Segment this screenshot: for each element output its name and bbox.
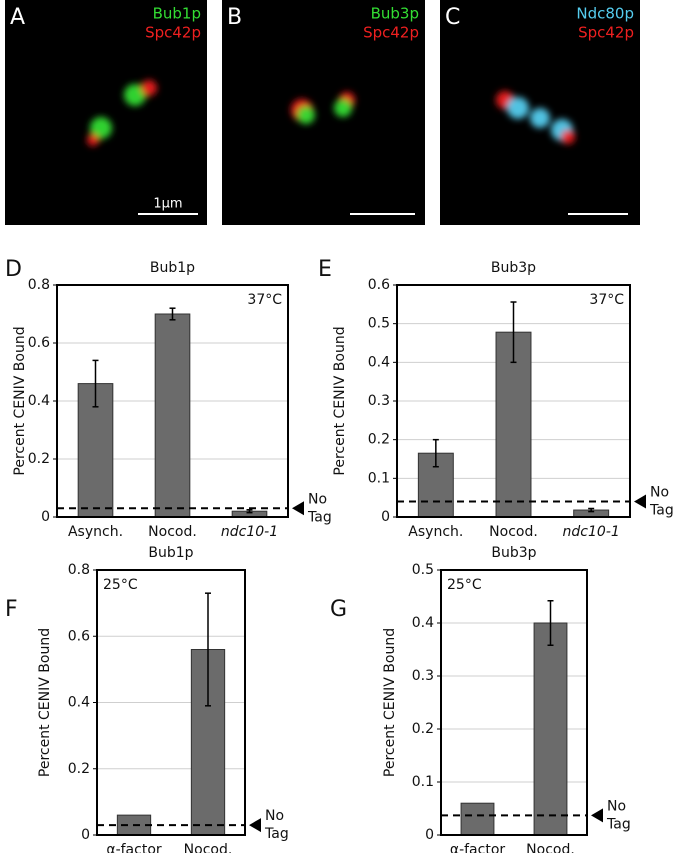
channel-label: Ndc80p xyxy=(576,5,634,23)
y-tick-label: 0.4 xyxy=(412,615,434,631)
y-tick-label: 0.5 xyxy=(368,316,390,332)
channel-label: Spc42p xyxy=(145,24,201,42)
signal xyxy=(496,91,575,144)
y-tick-label: 0.3 xyxy=(368,393,390,409)
reference-label: Tag xyxy=(606,816,631,832)
y-axis-label: Percent CENIV Bound xyxy=(332,326,348,475)
y-tick-label: 0.8 xyxy=(68,562,90,578)
micrograph xyxy=(5,0,207,225)
y-tick-label: 0.6 xyxy=(368,277,390,293)
y-tick-label: 0.2 xyxy=(28,451,50,467)
panel-letter: G xyxy=(330,597,347,622)
x-tick-label: Nocod. xyxy=(148,524,197,540)
chart-title: Bub1p xyxy=(150,260,195,276)
reference-label: No xyxy=(308,491,327,507)
signal xyxy=(291,92,355,124)
reference-label: Tag xyxy=(307,509,332,525)
x-tick-label: Asynch. xyxy=(408,524,463,540)
annotation: 25°C xyxy=(103,577,138,593)
y-tick-label: 0.5 xyxy=(412,562,434,578)
x-tick-label: Nocod. xyxy=(184,842,233,853)
y-tick-label: 0.6 xyxy=(28,335,50,351)
y-tick-label: 0.2 xyxy=(68,761,90,777)
channel-label: Spc42p xyxy=(578,24,634,42)
x-tick-label: Asynch. xyxy=(68,524,123,540)
panel-letter: C xyxy=(445,5,460,30)
y-tick-label: 0.1 xyxy=(368,470,390,486)
x-tick-label: α-factor xyxy=(106,842,162,853)
signal-blob xyxy=(124,84,146,106)
signal-blob xyxy=(87,134,99,146)
reference-label: No xyxy=(650,485,669,501)
signal-blob xyxy=(297,106,315,124)
reference-label: Tag xyxy=(649,503,674,519)
annotation: 25°C xyxy=(447,577,482,593)
bar xyxy=(533,622,568,836)
signal-blob xyxy=(90,117,112,139)
chart-title: Bub3p xyxy=(491,545,536,561)
signal-blob xyxy=(530,108,550,128)
bar xyxy=(154,313,191,518)
scale-bar-label: 1μm xyxy=(153,197,182,212)
plot-frame xyxy=(396,284,631,518)
reference-arrow xyxy=(249,818,261,833)
x-tick-label: Nocod. xyxy=(526,842,575,853)
x-tick-label: ndc10-1 xyxy=(221,524,278,540)
bar xyxy=(460,802,495,836)
annotation: 37°C xyxy=(247,292,282,308)
y-tick-label: 0.4 xyxy=(368,354,390,370)
reference-arrow xyxy=(292,501,304,516)
y-tick-label: 0.6 xyxy=(68,628,90,644)
y-axis-label: Percent CENIV Bound xyxy=(382,628,398,777)
y-axis-label: Percent CENIV Bound xyxy=(12,326,28,475)
reference-label: No xyxy=(607,798,626,814)
x-tick-label: α-factor xyxy=(450,842,506,853)
panel-letter: E xyxy=(318,257,332,282)
channel-label: Spc42p xyxy=(363,24,419,42)
y-tick-label: 0 xyxy=(381,509,390,525)
reference-arrow xyxy=(634,494,646,509)
annotation: 37°C xyxy=(589,292,624,308)
chart-title: Bub1p xyxy=(148,545,193,561)
y-tick-label: 0 xyxy=(81,827,90,843)
channel-label: Bub3p xyxy=(371,5,419,23)
reference-label: No xyxy=(265,808,284,824)
y-axis-label: Percent CENIV Bound xyxy=(37,628,53,777)
x-tick-label: Nocod. xyxy=(489,524,538,540)
y-tick-label: 0.2 xyxy=(412,721,434,737)
chart-title: Bub3p xyxy=(491,260,536,276)
y-tick-label: 0.4 xyxy=(28,393,50,409)
y-tick-label: 0.1 xyxy=(412,774,434,790)
panel-letter: A xyxy=(10,5,25,30)
channel-label: Bub1p xyxy=(153,5,201,23)
signal-blob xyxy=(561,130,575,144)
signal-blob xyxy=(334,99,352,117)
panel-letter: F xyxy=(5,597,18,622)
signal-blob xyxy=(141,80,157,96)
signal xyxy=(87,80,157,146)
plot-frame xyxy=(56,284,289,518)
y-tick-label: 0.8 xyxy=(28,277,50,293)
y-tick-label: 0 xyxy=(41,509,50,525)
y-tick-label: 0.4 xyxy=(68,695,90,711)
plot-frame xyxy=(96,569,246,836)
reference-arrow xyxy=(591,808,603,823)
reference-label: Tag xyxy=(264,826,289,842)
y-tick-label: 0 xyxy=(425,827,434,843)
panel-letter: D xyxy=(5,257,22,282)
y-tick-label: 0.2 xyxy=(368,432,390,448)
x-tick-label: ndc10-1 xyxy=(563,524,620,540)
plot-frame xyxy=(440,569,588,836)
micrograph xyxy=(222,0,425,225)
signal-blob xyxy=(507,97,529,119)
y-tick-label: 0.3 xyxy=(412,668,434,684)
panel-letter: B xyxy=(227,5,242,30)
